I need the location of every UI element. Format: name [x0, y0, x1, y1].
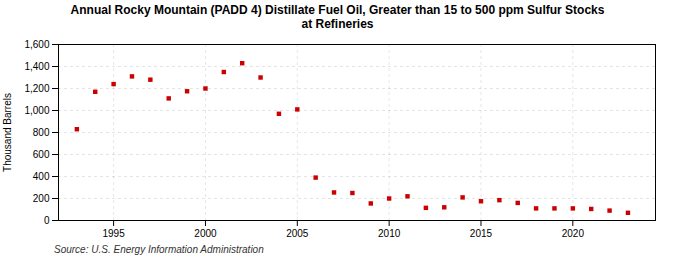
svg-text:800: 800 — [33, 126, 50, 137]
svg-text:Thousand Barrels: Thousand Barrels — [2, 93, 13, 172]
svg-text:1,600: 1,600 — [24, 38, 49, 49]
html-text:Annual Rocky Mountain (PADD 4): Annual Rocky Mountain (PADD 4) Distillat… — [70, 3, 605, 32]
svg-text:2000: 2000 — [194, 227, 217, 238]
svg-text:2005: 2005 — [286, 227, 309, 238]
svg-text:200: 200 — [33, 192, 50, 203]
svg-text:1,200: 1,200 — [24, 82, 49, 93]
svg-text:400: 400 — [33, 170, 50, 181]
svg-text:1,400: 1,400 — [24, 60, 49, 71]
svg-text:2020: 2020 — [562, 227, 585, 238]
svg-text:1,000: 1,000 — [24, 104, 49, 115]
svg-text:600: 600 — [33, 148, 50, 159]
html-text:Source: U.S. Energy Informatio: Source: U.S. Energy Information Administ… — [54, 243, 264, 255]
svg-text:2010: 2010 — [378, 227, 401, 238]
svg-text:0: 0 — [44, 214, 50, 225]
svg-text:2015: 2015 — [470, 227, 493, 238]
svg-text:1995: 1995 — [102, 227, 125, 238]
